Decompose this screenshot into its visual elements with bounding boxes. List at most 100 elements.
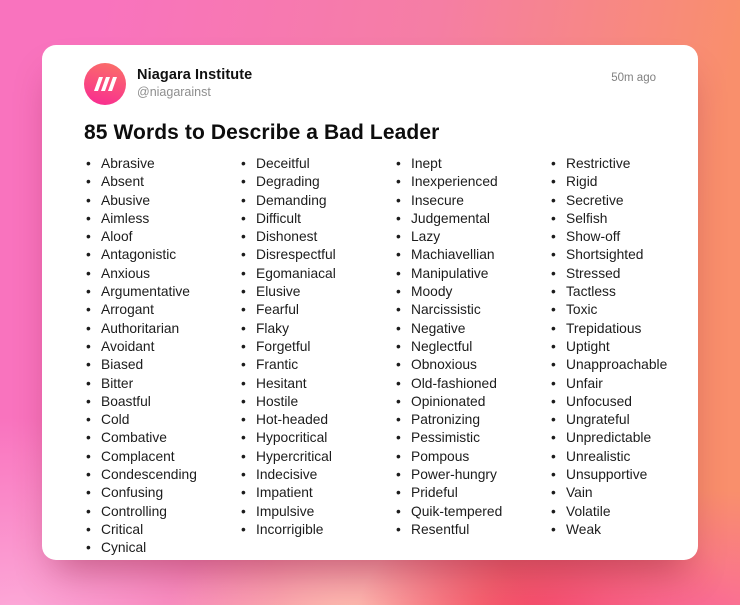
word-item: Selfish [549, 210, 667, 229]
word-item: Critical [84, 521, 239, 540]
word-item: Quik-tempered [394, 503, 549, 522]
word-item: Hostile [239, 393, 394, 412]
word-item: Restrictive [549, 155, 667, 174]
word-item: Argumentative [84, 283, 239, 302]
word-item: Dishonest [239, 228, 394, 247]
brand-identity: Niagara Institute @niagarainst [137, 63, 252, 99]
word-item: Deceitful [239, 155, 394, 174]
word-item: Show-off [549, 228, 667, 247]
word-item: Toxic [549, 301, 667, 320]
word-item: Hesitant [239, 375, 394, 394]
post-title: 85 Words to Describe a Bad Leader [84, 121, 440, 144]
post-card: Niagara Institute @niagarainst 50m ago 8… [42, 45, 698, 560]
word-item: Volatile [549, 503, 667, 522]
word-item: Vain [549, 484, 667, 503]
word-item: Power-hungry [394, 466, 549, 485]
brand-handle[interactable]: @niagarainst [137, 85, 211, 99]
word-item: Biased [84, 356, 239, 375]
word-item: Unfair [549, 375, 667, 394]
word-item: Combative [84, 429, 239, 448]
word-item: Absent [84, 173, 239, 192]
word-item: Stressed [549, 265, 667, 284]
word-item: Demanding [239, 192, 394, 211]
word-item: Hypercritical [239, 448, 394, 467]
post-header: Niagara Institute @niagarainst 50m ago [84, 63, 656, 105]
word-item: Unfocused [549, 393, 667, 412]
word-item: Anxious [84, 265, 239, 284]
post-timestamp[interactable]: 50m ago [611, 72, 656, 84]
word-column-1: AbrasiveAbsentAbusiveAimlessAloofAntagon… [84, 155, 239, 558]
word-column-2: DeceitfulDegradingDemandingDifficultDish… [239, 155, 394, 540]
word-item: Secretive [549, 192, 667, 211]
word-item: Flaky [239, 320, 394, 339]
word-item: Abusive [84, 192, 239, 211]
word-item: Complacent [84, 448, 239, 467]
word-item: Old-fashioned [394, 375, 549, 394]
word-item: Weak [549, 521, 667, 540]
word-item: Inexperienced [394, 173, 549, 192]
word-item: Manipulative [394, 265, 549, 284]
word-item: Resentful [394, 521, 549, 540]
word-item: Uptight [549, 338, 667, 357]
word-item: Degrading [239, 173, 394, 192]
word-item: Unapproachable [549, 356, 667, 375]
word-item: Abrasive [84, 155, 239, 174]
word-item: Shortsighted [549, 246, 667, 265]
word-item: Unrealistic [549, 448, 667, 467]
word-item: Cold [84, 411, 239, 430]
word-item: Boastful [84, 393, 239, 412]
word-item: Machiavellian [394, 246, 549, 265]
word-item: Hypocritical [239, 429, 394, 448]
word-item: Bitter [84, 375, 239, 394]
word-item: Negative [394, 320, 549, 339]
words-grid: AbrasiveAbsentAbusiveAimlessAloofAntagon… [84, 155, 667, 558]
word-item: Difficult [239, 210, 394, 229]
word-item: Rigid [549, 173, 667, 192]
word-item: Aloof [84, 228, 239, 247]
word-item: Indecisive [239, 466, 394, 485]
word-item: Frantic [239, 356, 394, 375]
word-item: Impatient [239, 484, 394, 503]
word-item: Obnoxious [394, 356, 549, 375]
word-item: Disrespectful [239, 246, 394, 265]
word-item: Narcissistic [394, 301, 549, 320]
word-item: Egomaniacal [239, 265, 394, 284]
word-item: Judgemental [394, 210, 549, 229]
word-item: Authoritarian [84, 320, 239, 339]
word-item: Forgetful [239, 338, 394, 357]
word-item: Tactless [549, 283, 667, 302]
word-item: Antagonistic [84, 246, 239, 265]
niagara-triple-slash-icon [84, 63, 126, 105]
word-item: Trepidatious [549, 320, 667, 339]
word-item: Cynical [84, 539, 239, 558]
word-item: Condescending [84, 466, 239, 485]
word-item: Ungrateful [549, 411, 667, 430]
word-item: Prideful [394, 484, 549, 503]
word-item: Incorrigible [239, 521, 394, 540]
word-item: Moody [394, 283, 549, 302]
word-item: Confusing [84, 484, 239, 503]
word-item: Aimless [84, 210, 239, 229]
word-item: Unsupportive [549, 466, 667, 485]
word-item: Controlling [84, 503, 239, 522]
word-item: Avoidant [84, 338, 239, 357]
brand-name[interactable]: Niagara Institute [137, 67, 253, 83]
word-item: Elusive [239, 283, 394, 302]
word-column-4: RestrictiveRigidSecretiveSelfishShow-off… [549, 155, 667, 540]
word-item: Neglectful [394, 338, 549, 357]
word-item: Unpredictable [549, 429, 667, 448]
word-item: Hot-headed [239, 411, 394, 430]
word-item: Inept [394, 155, 549, 174]
word-item: Insecure [394, 192, 549, 211]
word-item: Impulsive [239, 503, 394, 522]
word-item: Arrogant [84, 301, 239, 320]
word-item: Pompous [394, 448, 549, 467]
brand-avatar[interactable] [84, 63, 126, 105]
word-item: Lazy [394, 228, 549, 247]
word-item: Pessimistic [394, 429, 549, 448]
word-item: Opinionated [394, 393, 549, 412]
word-column-3: IneptInexperiencedInsecureJudgementalLaz… [394, 155, 549, 540]
word-item: Fearful [239, 301, 394, 320]
word-item: Patronizing [394, 411, 549, 430]
